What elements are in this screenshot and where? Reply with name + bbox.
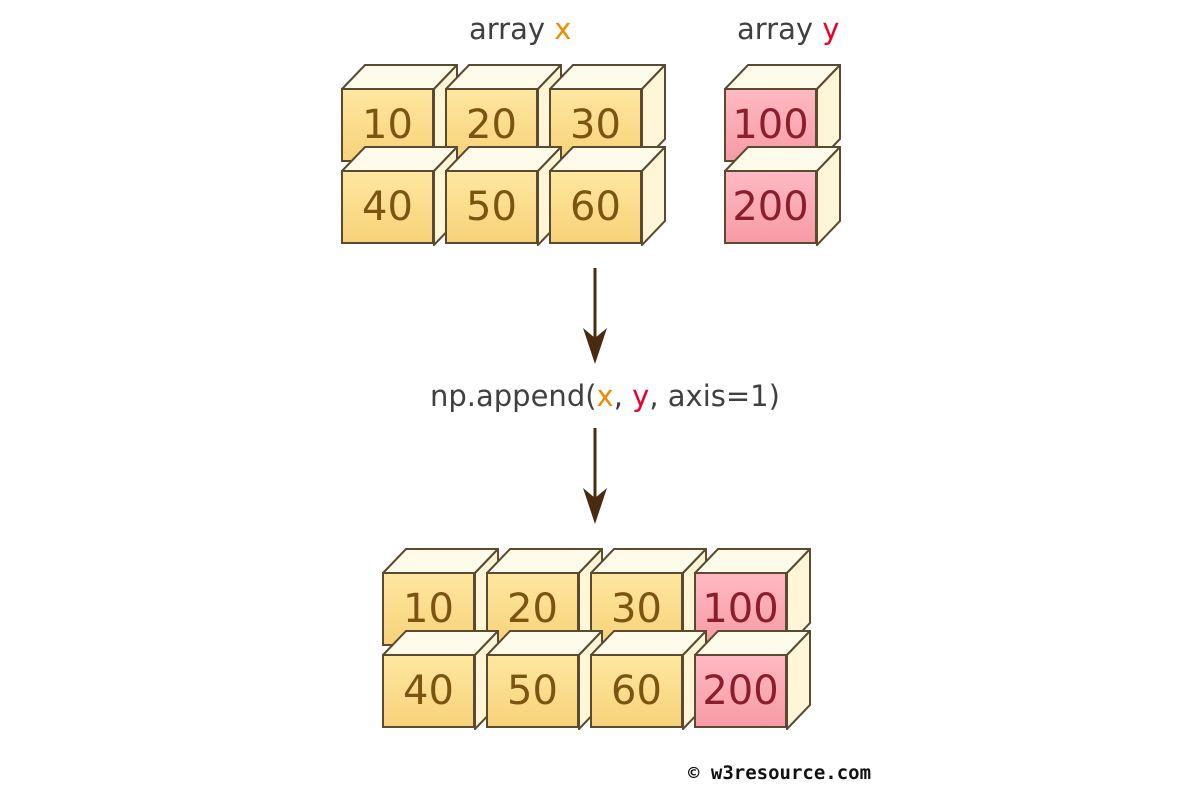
append-call: np.append(x, y, axis=1) [430,379,780,413]
down-arrow-icon [583,268,607,364]
cube-cell: 50 [486,630,603,730]
call-arg-y: y [632,379,650,413]
copyright-text: © w3resource.com [688,762,872,784]
cube-cell: 50 [445,146,562,246]
cube-cell: 40 [382,630,499,730]
cube-value: 50 [486,654,579,728]
cube-cell: 10 [341,64,458,164]
cube-value: 200 [694,654,787,728]
cube-cell: 60 [590,630,707,730]
cube-value: 10 [341,88,434,162]
array-y-label-prefix: array [737,12,823,46]
array-y-label: array y [737,12,839,46]
cube-value: 50 [445,170,538,244]
cube-cell: 40 [341,146,458,246]
cube-value: 200 [724,170,817,244]
cube-cell: 200 [694,630,811,730]
cube-value: 40 [382,654,475,728]
array-x-name: x [554,12,572,46]
cube-cell: 200 [724,146,841,246]
down-arrow-icon [583,428,607,524]
call-suffix: , axis=1) [649,379,780,413]
call-arg-x: x [596,379,614,413]
array-y-name: y [822,12,840,46]
array-x-label: array x [469,12,571,46]
cube-value: 60 [590,654,683,728]
cube-cell: 60 [549,146,666,246]
call-sep: , [613,379,633,413]
cube-value: 60 [549,170,642,244]
cube-value: 40 [341,170,434,244]
call-prefix: np.append( [430,379,597,413]
array-x-label-prefix: array [469,12,555,46]
